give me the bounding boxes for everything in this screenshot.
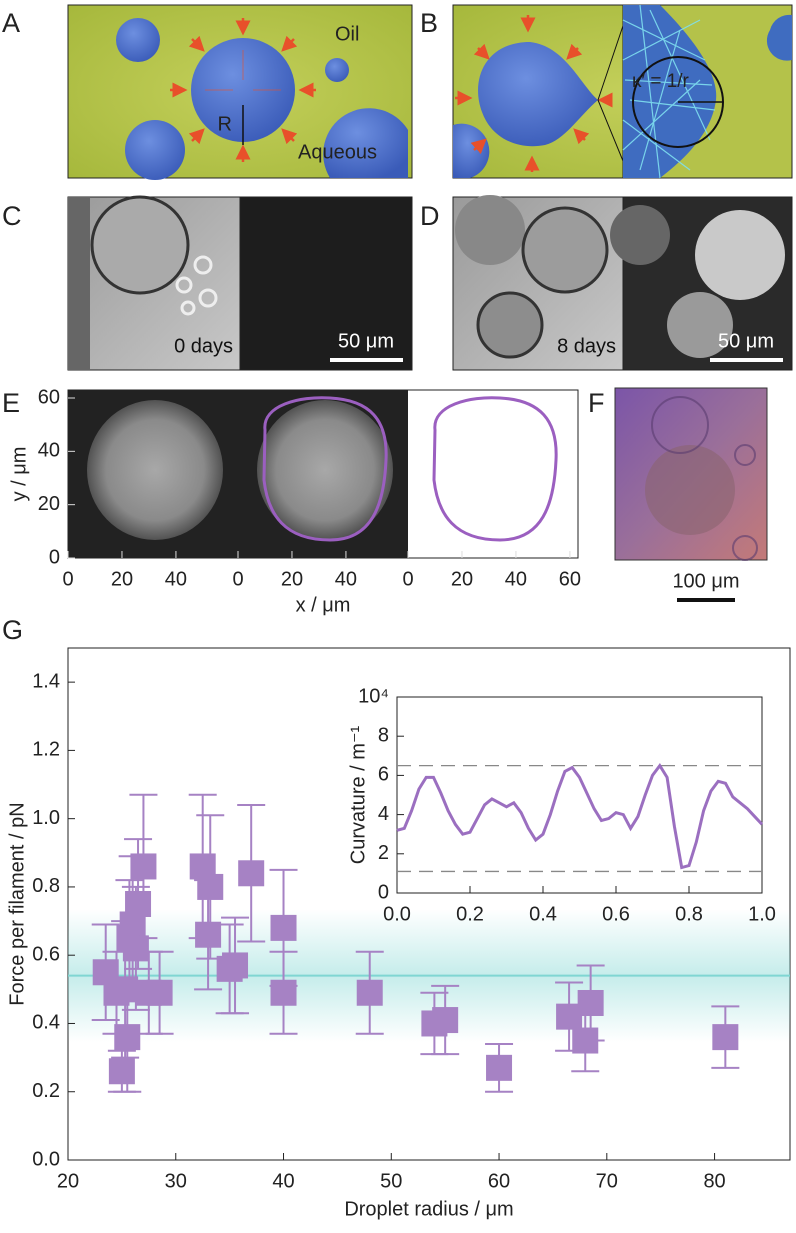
data-point — [222, 952, 249, 979]
y-axis-label: Curvature / m⁻¹ — [347, 725, 369, 864]
data-point — [146, 979, 173, 1006]
y-tick-label: 8 — [378, 724, 389, 746]
x-tick-label: 40 — [505, 568, 527, 590]
y-tick-label: 4 — [378, 803, 389, 825]
y-tick-label: 10⁴ — [358, 685, 389, 707]
x-tick-label: 60 — [488, 1170, 510, 1192]
y-tick-label: 0 — [378, 881, 389, 903]
curvature-line — [396, 762, 764, 870]
y-tick-label: 1.0 — [32, 807, 60, 829]
y-tick-label: 0.2 — [32, 1080, 60, 1102]
y-tick-label: 0.0 — [32, 1148, 60, 1170]
aqueous-label: Aqueous — [298, 141, 377, 163]
plot-area — [396, 696, 763, 894]
x-tick-label: 0 — [62, 568, 73, 590]
x-tick-label: 0.0 — [383, 903, 411, 925]
x-tick-label: 0 — [402, 568, 413, 590]
oil-label: Oil — [335, 23, 359, 45]
x-tick-label: 0.4 — [529, 903, 557, 925]
y-tick-label: 1.4 — [32, 670, 60, 692]
x-tick-label: 40 — [165, 568, 187, 590]
panel-c: 0 days 50 μm — [67, 195, 413, 371]
panel-f: 100 μm — [614, 387, 768, 602]
panel-label: A — [2, 8, 20, 38]
y-tick-label: 2 — [378, 842, 389, 864]
y-tick-label: 60 — [38, 386, 60, 408]
panel-e — [67, 389, 579, 559]
curvature-label: κ′ = 1/r — [632, 71, 690, 92]
panel-label: G — [2, 615, 23, 645]
data-point — [577, 989, 604, 1016]
data-point — [195, 921, 222, 948]
panel-label: C — [2, 201, 22, 231]
data-point — [130, 853, 157, 880]
data-point — [432, 1007, 459, 1034]
x-tick-label: 1.0 — [748, 903, 776, 925]
x-tick-label: 0 — [232, 568, 243, 590]
x-tick-label: 40 — [272, 1170, 294, 1192]
y-axis-label: y / μm — [8, 447, 30, 502]
data-point — [114, 1024, 141, 1051]
data-point — [356, 979, 383, 1006]
data-point — [712, 1024, 739, 1051]
x-tick-label: 0.6 — [602, 903, 630, 925]
x-tick-label: 80 — [703, 1170, 725, 1192]
x-tick-label: 20 — [57, 1170, 79, 1192]
data-point — [270, 914, 297, 941]
data-point — [197, 873, 224, 900]
y-axis-label: Force per filament / pN — [6, 802, 28, 1005]
panel-label: E — [2, 388, 20, 418]
scale-label: 50 μm — [718, 330, 774, 352]
data-point — [108, 1058, 135, 1085]
data-point — [125, 891, 152, 917]
x-tick-label: 30 — [165, 1170, 187, 1192]
x-tick-label: 70 — [596, 1170, 618, 1192]
panel-d: 8 days 50 μm — [452, 195, 793, 371]
y-tick-label: 0.6 — [32, 943, 60, 965]
data-point — [270, 979, 297, 1006]
data-point — [122, 935, 149, 962]
y-tick-label: 0.8 — [32, 875, 60, 897]
x-tick-label: 60 — [559, 568, 581, 590]
panel-label: D — [420, 201, 440, 231]
panel-label: F — [588, 388, 605, 418]
y-tick-label: 0.4 — [32, 1012, 60, 1034]
y-tick-label: 6 — [378, 764, 389, 786]
panel-a: R Oil Aqueous — [67, 4, 413, 180]
panel-b: κ′ = 1/r — [452, 4, 793, 179]
radius-label: R — [218, 113, 232, 135]
x-tick-label: 0.8 — [675, 903, 703, 925]
data-point — [238, 860, 265, 887]
x-tick-label: 20 — [111, 568, 133, 590]
scale-label: 100 μm — [672, 570, 739, 592]
data-point — [112, 976, 139, 1003]
y-tick-label: 0 — [49, 546, 60, 568]
y-tick-label: 40 — [38, 440, 60, 462]
x-tick-label: 20 — [281, 568, 303, 590]
data-point — [486, 1054, 513, 1081]
y-tick-label: 1.2 — [32, 739, 60, 761]
x-axis-label: Droplet radius / μm — [344, 1198, 513, 1220]
x-tick-label: 0.2 — [456, 903, 484, 925]
y-tick-label: 20 — [38, 493, 60, 515]
x-axis-label: x / μm — [296, 594, 351, 616]
x-tick-label: 20 — [451, 568, 473, 590]
x-tick-label: 50 — [380, 1170, 402, 1192]
x-tick-label: 40 — [335, 568, 357, 590]
scale-label: 50 μm — [338, 330, 394, 352]
time-label: 0 days — [174, 335, 233, 357]
panel-label: B — [420, 8, 438, 38]
time-label: 8 days — [557, 335, 616, 357]
